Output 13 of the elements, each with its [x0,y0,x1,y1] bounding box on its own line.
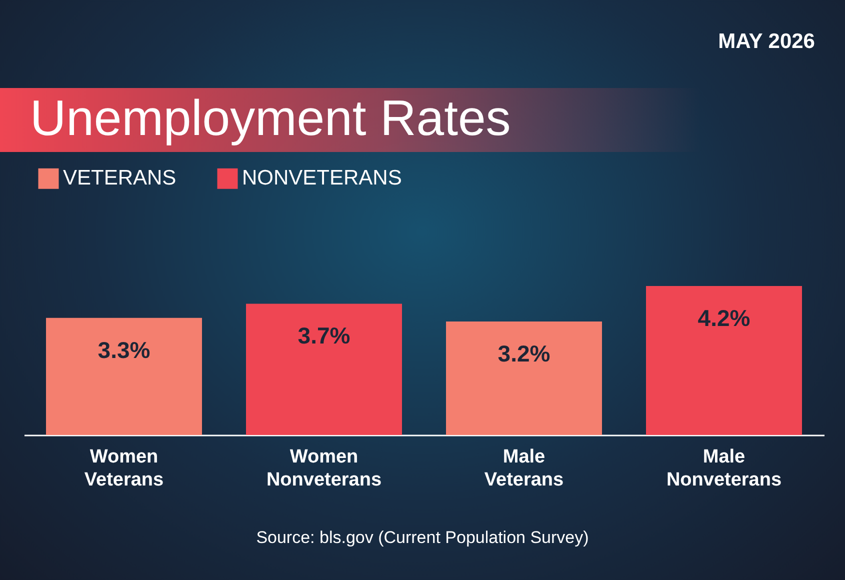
data-label: 3.3% [98,336,150,363]
legend-label: VETERANS [63,166,176,190]
x-tick-label: Women Veterans [84,446,164,490]
x-tick-label: Male Veterans [484,446,564,490]
data-label: 4.2% [698,305,750,331]
chart-title: Unemployment Rates [30,89,511,148]
source-note: Source: bls.gov (Current Population Survey) [255,528,590,548]
chart-subtitle: MAY 2026 [718,30,815,54]
x-tick-label: Male Nonveterans [666,446,782,490]
data-label: 3.2% [498,340,550,366]
legend-label: NONVETERANS [242,166,402,190]
x-tick-label: Women Nonveterans [266,446,382,490]
data-label: 3.7% [298,322,350,349]
